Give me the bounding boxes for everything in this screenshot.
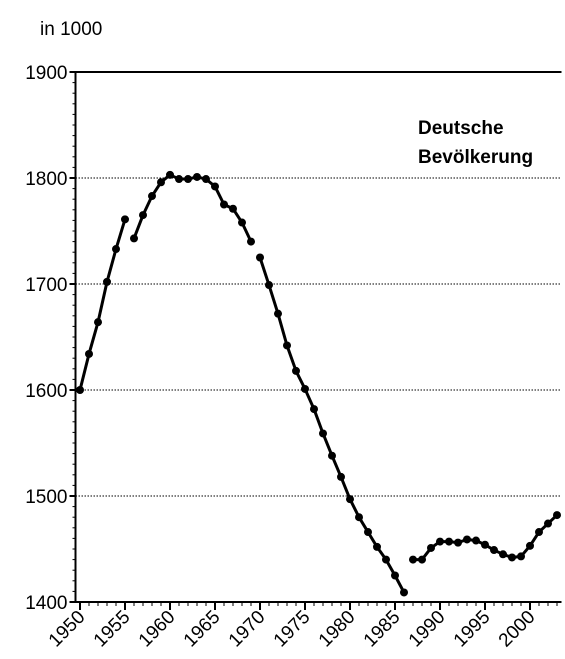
point bbox=[121, 215, 129, 224]
point bbox=[400, 588, 408, 597]
point bbox=[373, 542, 381, 551]
point bbox=[112, 245, 120, 254]
point bbox=[517, 552, 525, 561]
point bbox=[499, 550, 507, 559]
point bbox=[130, 234, 138, 243]
point bbox=[454, 538, 462, 547]
point bbox=[193, 172, 201, 181]
point bbox=[283, 341, 291, 350]
line bbox=[258, 257, 406, 594]
point bbox=[202, 175, 210, 184]
point bbox=[94, 318, 102, 327]
point bbox=[301, 384, 309, 393]
point bbox=[526, 541, 534, 550]
point bbox=[157, 178, 165, 187]
y-tick-label: 1900 bbox=[25, 63, 67, 84]
point bbox=[229, 204, 237, 213]
point bbox=[76, 386, 84, 394]
point bbox=[535, 528, 543, 537]
point bbox=[292, 366, 300, 375]
point bbox=[247, 237, 255, 246]
point bbox=[328, 451, 336, 460]
point bbox=[382, 555, 390, 564]
point bbox=[103, 277, 111, 286]
point bbox=[472, 536, 480, 545]
x-tick-label: 1995 bbox=[450, 607, 495, 652]
x-tick-label: 1975 bbox=[270, 607, 315, 652]
point bbox=[508, 553, 516, 562]
point bbox=[481, 540, 489, 549]
point bbox=[274, 309, 282, 318]
y-tick-label: 1700 bbox=[25, 275, 67, 296]
point bbox=[256, 253, 264, 262]
point bbox=[166, 170, 174, 179]
point bbox=[346, 495, 354, 504]
y-tick-label: 1400 bbox=[25, 593, 67, 614]
point bbox=[364, 528, 372, 537]
point bbox=[544, 519, 552, 528]
point bbox=[220, 200, 228, 209]
point bbox=[319, 429, 327, 438]
line bbox=[78, 218, 127, 391]
point bbox=[184, 175, 192, 184]
point bbox=[445, 537, 453, 546]
point bbox=[310, 405, 318, 414]
x-tick-label: 1980 bbox=[315, 607, 360, 652]
y-tick-label: 1600 bbox=[25, 381, 67, 402]
line bbox=[413, 513, 559, 562]
point bbox=[553, 511, 561, 520]
point bbox=[436, 537, 444, 546]
point bbox=[409, 555, 417, 564]
point bbox=[463, 535, 471, 544]
x-tick-label: 1985 bbox=[360, 607, 405, 652]
y-tick-label: 1800 bbox=[25, 169, 67, 190]
point bbox=[238, 218, 246, 227]
point bbox=[211, 182, 219, 191]
x-tick-label: 1955 bbox=[90, 607, 135, 652]
y-tick-label: 1500 bbox=[25, 487, 67, 508]
point bbox=[418, 555, 426, 564]
point bbox=[85, 349, 93, 358]
point bbox=[490, 546, 498, 555]
x-tick-label: 1990 bbox=[405, 607, 450, 652]
point bbox=[148, 192, 156, 201]
x-tick-label: 2000 bbox=[495, 607, 540, 652]
y-axis-label: in 1000 bbox=[40, 19, 102, 40]
point bbox=[391, 571, 399, 580]
annotation: Deutsche bbox=[418, 118, 504, 139]
point bbox=[337, 472, 345, 481]
x-tick-label: 1965 bbox=[180, 607, 225, 652]
point bbox=[265, 281, 273, 290]
point bbox=[139, 211, 147, 220]
x-tick-label: 1960 bbox=[135, 607, 180, 652]
point bbox=[175, 175, 183, 184]
x-tick-label: 1970 bbox=[225, 607, 270, 652]
point bbox=[427, 543, 435, 552]
annotation: Bevölkerung bbox=[418, 147, 533, 168]
point bbox=[355, 513, 363, 522]
